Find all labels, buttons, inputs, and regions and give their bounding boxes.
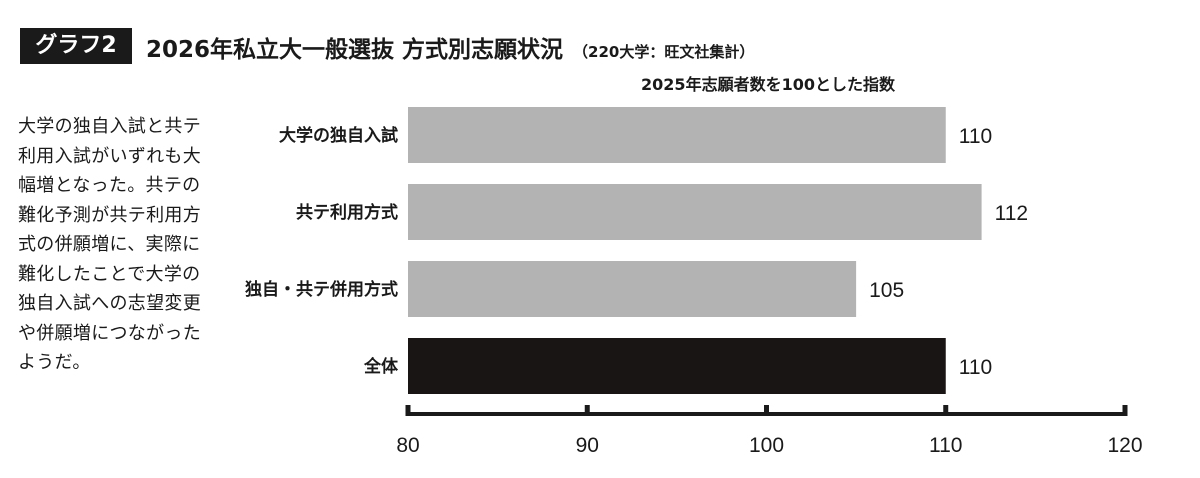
bar [408,338,946,394]
category-label: 大学の独自入試 [279,125,398,146]
x-tick-label: 80 [396,434,419,457]
bar [408,107,946,163]
caption-line: 難化したことで大学の [18,263,201,285]
value-label: 110 [959,356,992,379]
x-tick-label: 100 [749,434,784,457]
x-tick-label: 90 [576,434,599,457]
caption-line: 幅増となった。共テの [18,175,201,196]
category-label: 独自・共テ併用方式 [245,279,398,300]
value-label: 112 [995,202,1028,225]
caption-line: 式の併願増に、実際に [18,234,201,255]
caption-line: 利用入試がいずれも大 [18,145,201,167]
caption-line: ようだ。 [18,352,91,373]
caption-text: 大学の独自入試と共テ 利用入試がいずれも大 幅増となった。共テの 難化予測が共テ… [18,112,233,378]
caption-line: 大学の独自入試と共テ [18,116,201,137]
chart-title-source: （220大学：旺文社集計） [573,43,755,61]
category-label: 全体 [363,356,399,377]
graph-number-badge: グラフ2 [20,28,132,64]
chart-title: 2026年私立大一般選抜 方式別志願状況 （220大学：旺文社集計） [146,30,754,64]
bars-group: 大学の独自入試 110 共テ利用方式 112 独自・共テ併用方式 105 全体 110 [245,107,1028,394]
bar [408,184,982,240]
x-tick-label: 110 [929,434,962,457]
value-label: 105 [869,279,904,302]
x-axis: 80 90 100 110 120 [396,405,1143,457]
caption-line: 難化予測が共テ利用方 [18,204,201,226]
chart-title-main: 2026年私立大一般選抜 方式別志願状況 [146,37,564,63]
caption-line: や併願増につながった [18,322,201,344]
value-label: 110 [959,125,992,148]
category-label: 共テ利用方式 [296,202,398,223]
bar [408,261,857,317]
x-tick-label: 120 [1107,434,1142,457]
chart-unit-label: 2025年志願者数を100とした指数 [641,75,896,94]
caption-line: 独自入試への志望変更 [18,293,201,314]
